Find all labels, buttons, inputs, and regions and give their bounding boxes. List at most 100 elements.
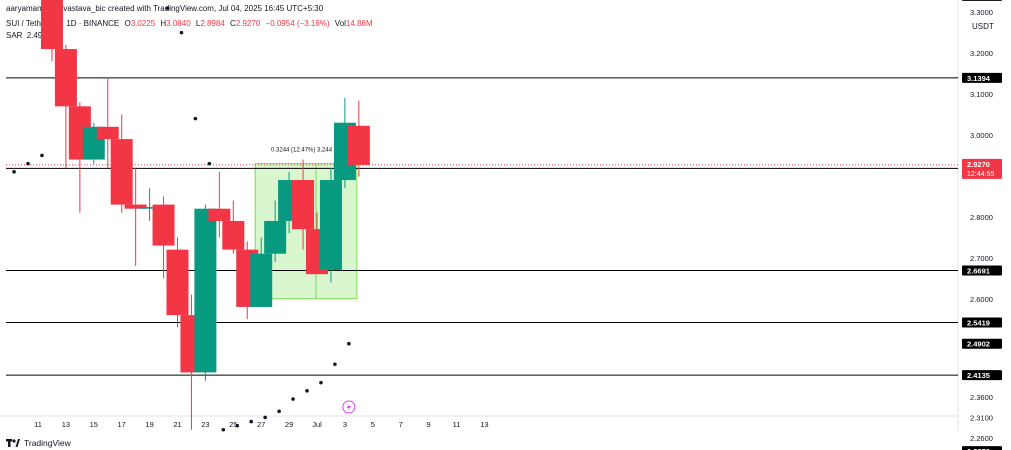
credit-text: aaryamann_shrivastava_bic created with T…	[6, 4, 324, 13]
x-tick-label-6: 23	[201, 420, 209, 429]
level-tag-1: 3.1394	[967, 74, 991, 83]
candle-body-10[interactable]	[166, 249, 189, 316]
y-tick-label-6: 2.6000	[970, 295, 993, 304]
x-tick-label-14: 9	[427, 420, 431, 429]
x-tick-label-1: 13	[62, 420, 70, 429]
sar-dot-15	[305, 389, 309, 393]
x-tick-label-0: 11	[34, 420, 42, 429]
sar-dot-10	[235, 423, 240, 428]
x-tick-label-5: 21	[173, 420, 181, 429]
sar-dot-9	[221, 427, 226, 432]
y-tick-label-7: 2.3600	[970, 393, 993, 402]
x-tick-label-12: 5	[371, 420, 375, 429]
x-tick-label-2: 15	[90, 420, 98, 429]
level-tag-6-bg	[962, 446, 1002, 450]
tradingview-logo-icon	[6, 439, 20, 447]
level-tag-0-bg	[962, 0, 1002, 1]
x-tick-label-16: 13	[480, 420, 488, 429]
y-tick-label-9: 2.2600	[970, 434, 993, 443]
sar-tag-bg	[962, 338, 1002, 349]
y-tick-label-3: 3.0000	[970, 131, 993, 140]
sar-dot-8	[207, 161, 212, 166]
brand: TradingView	[6, 438, 71, 448]
x-tick-label-3: 17	[118, 420, 126, 429]
sar-dot-12	[263, 415, 267, 420]
low-value: 2.8984	[200, 19, 225, 28]
credit-line: aaryamann_shrivastava_bic created with T…	[6, 4, 326, 13]
level-tag-6: 2.2278	[967, 447, 990, 450]
level-tag-5-bg	[962, 370, 1002, 381]
sar-dot-14	[291, 397, 295, 401]
x-tick-label-13: 7	[399, 420, 403, 429]
y-tick-label-4: 2.8000	[970, 213, 993, 222]
sar-tag: 2.4902	[967, 340, 990, 349]
high-value: 3.0840	[166, 19, 191, 28]
vol-label: Vol	[334, 19, 346, 28]
x-tick-label-4: 19	[145, 420, 153, 429]
sar-dot-6	[179, 30, 184, 35]
candle-body-21[interactable]	[319, 180, 342, 271]
level-tag-3-bg	[962, 265, 1002, 276]
y-tick-label-5: 2.7000	[970, 254, 993, 263]
sar-value: 2.4902	[26, 31, 52, 40]
current-price-tag-bg	[962, 158, 1002, 179]
open-value: 3.0225	[130, 19, 156, 28]
level-tag-4-bg	[962, 317, 1002, 328]
level-tag-3: 2.6691	[967, 266, 990, 275]
sar-dot-7	[193, 116, 198, 121]
brand-name: TradingView	[24, 438, 71, 448]
sar-dot-2	[40, 153, 44, 158]
y-tick-label-1: 3.2000	[970, 49, 993, 58]
y-tick-label-8: 2.3100	[970, 413, 993, 422]
candle-body-5[interactable]	[96, 126, 119, 140]
measure-box-label: 0.3244 (12.47%) 3,244	[271, 148, 333, 154]
candle-body-8[interactable]	[138, 207, 161, 209]
level-tag-5: 2.4135	[967, 371, 990, 380]
current-price-tag: 2.9270	[967, 160, 990, 169]
sar-dot-11	[249, 419, 253, 424]
sar-dot-18	[347, 341, 351, 346]
x-tick-label-15: 11	[453, 420, 461, 429]
candle-body-12[interactable]	[194, 208, 217, 373]
vol-value: 14.86M	[345, 19, 373, 28]
candle-body-19[interactable]	[292, 180, 315, 230]
y-tick-label-2: 3.1000	[970, 90, 993, 99]
close-value: 2.9270	[235, 19, 261, 28]
countdown-tag: 12:44:55	[967, 171, 994, 178]
level-tag-0: 3.3397	[967, 0, 990, 1]
x-tick-label-9: 29	[285, 420, 293, 429]
candle-body-16[interactable]	[250, 253, 273, 307]
candle-body-17[interactable]	[264, 220, 287, 254]
change-value: −0.0954 (−3.16%)	[265, 19, 330, 28]
x-tick-label-7: 25	[229, 420, 237, 429]
sar-dot-13	[277, 409, 281, 414]
sar-legend[interactable]: SAR 2.4902	[6, 31, 54, 40]
sar-label: SAR	[6, 31, 23, 40]
candle-body-14[interactable]	[222, 220, 245, 250]
sar-dot-0	[12, 170, 16, 174]
sar-dot-16	[319, 380, 323, 385]
sar-dot-5	[165, 6, 170, 10]
candle-body-9[interactable]	[152, 204, 175, 246]
level-tag-4: 2.5419	[967, 319, 990, 328]
x-tick-label-8: 27	[257, 420, 265, 429]
low-label: L	[195, 19, 201, 28]
lightning-icon	[346, 403, 351, 411]
candle-body-1[interactable]	[40, 0, 63, 50]
close-label: C	[230, 19, 236, 28]
level-tag-1-bg	[962, 72, 1002, 83]
y-tick-label-0: 3.3000	[970, 8, 993, 17]
candle-body-7[interactable]	[124, 204, 147, 209]
candle-body-2[interactable]	[54, 49, 77, 107]
x-tick-label-11: 3	[343, 420, 347, 429]
sar-dot-1	[26, 161, 30, 166]
candle-body-6[interactable]	[110, 139, 133, 205]
high-label: H	[160, 19, 167, 28]
open-label: O	[124, 19, 131, 28]
sar-dot-17	[333, 362, 337, 367]
currency-label: USDT	[972, 22, 994, 31]
candle-body-23[interactable]	[347, 125, 370, 165]
x-tick-label-10: Jul	[312, 420, 322, 429]
candle-body-13[interactable]	[208, 208, 231, 221]
